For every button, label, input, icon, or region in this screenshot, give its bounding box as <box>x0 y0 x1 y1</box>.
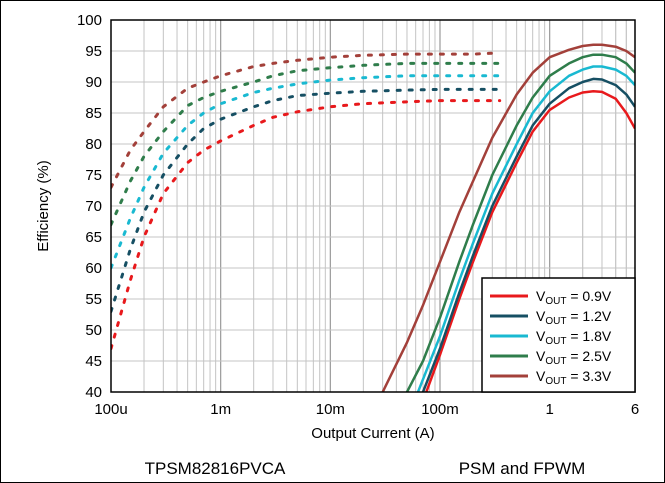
plot-border <box>110 19 636 393</box>
y-tick-label: 100 <box>77 12 102 29</box>
legend-label: VOUT = 1.2V <box>536 308 612 327</box>
legend-label: VOUT = 0.9V <box>536 288 612 307</box>
series-fpwm-line-4 <box>405 53 635 392</box>
footer-left: TPSM82816PVCA <box>145 459 286 478</box>
y-tick-label: 80 <box>85 136 102 153</box>
x-tick-label: 100u <box>94 401 127 418</box>
series-fpwm-line-5 <box>381 43 635 392</box>
y-tick-label: 90 <box>85 74 102 91</box>
x-tick-label: 100m <box>421 401 459 418</box>
y-tick-label: 45 <box>85 353 102 370</box>
x-tick-label: 6 <box>631 401 639 418</box>
series-psm-line-1 <box>111 99 502 351</box>
y-tick-label: 60 <box>85 260 102 277</box>
y-tick-label: 75 <box>85 167 102 184</box>
series-fpwm-line-1 <box>425 90 635 392</box>
x-tick-label: 1 <box>545 401 553 418</box>
series-psm-line-4 <box>111 61 502 227</box>
y-axis-ticks: 40 45 50 55 60 65 70 75 80 85 90 95 100 <box>77 12 102 401</box>
legend-label: VOUT = 2.5V <box>536 348 612 367</box>
y-axis-title: Efficiency (%) <box>35 160 52 251</box>
series-psm-line-3 <box>111 74 502 270</box>
y-tick-label: 95 <box>85 43 102 60</box>
footer-right: PSM and FPWM <box>459 459 586 478</box>
series-psm-line-5 <box>111 51 502 189</box>
y-tick-label: 40 <box>85 384 102 401</box>
x-tick-label: 10m <box>316 401 345 418</box>
curves <box>111 43 635 392</box>
x-axis-title: Output Current (A) <box>311 425 434 442</box>
grid <box>111 20 635 392</box>
legend-label: VOUT = 1.8V <box>536 328 612 347</box>
series-fpwm-line-2 <box>421 77 635 392</box>
legend-label: VOUT = 3.3V <box>536 368 612 387</box>
series-psm-line-2 <box>111 87 502 313</box>
y-tick-label: 85 <box>85 105 102 122</box>
series-fpwm-line-3 <box>416 65 635 392</box>
y-tick-label: 65 <box>85 229 102 246</box>
y-tick-label: 55 <box>85 291 102 308</box>
y-tick-label: 50 <box>85 322 102 339</box>
x-axis-ticks: 100u 1m 10m 100m 1 6 <box>94 401 639 418</box>
x-tick-label: 1m <box>210 401 231 418</box>
y-tick-label: 70 <box>85 198 102 215</box>
